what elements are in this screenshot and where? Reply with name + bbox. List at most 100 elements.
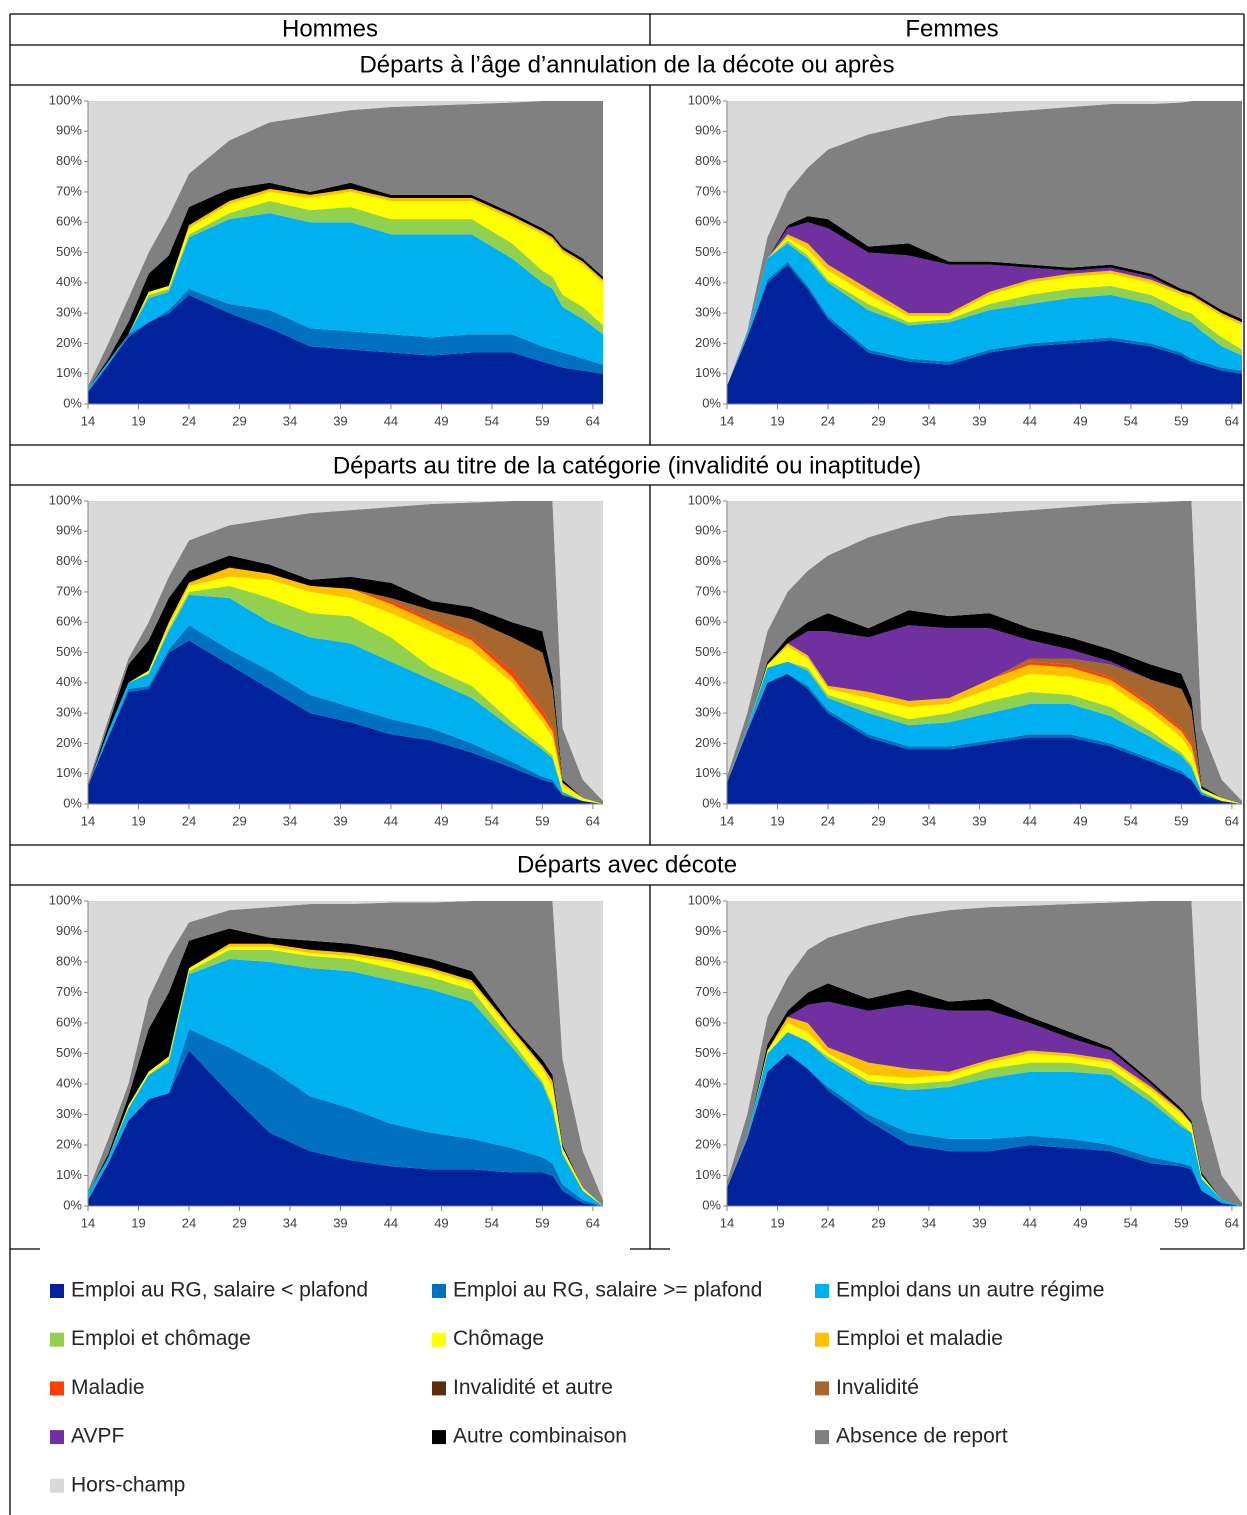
y-tick-label: 0%: [63, 1197, 82, 1212]
y-tick-label: 30%: [56, 705, 82, 720]
x-tick-label: 34: [283, 1215, 297, 1230]
y-tick-label: 30%: [695, 705, 721, 720]
y-tick-label: 10%: [56, 1167, 82, 1182]
x-tick-label: 59: [535, 1215, 549, 1230]
area: [88, 958, 603, 1206]
x-tick-label: 39: [333, 813, 347, 828]
x-tick-label: 59: [1174, 413, 1188, 428]
x-tick-label: 19: [131, 813, 145, 828]
y-tick-label: 0%: [63, 395, 82, 410]
area: [727, 222, 1242, 386]
area: [88, 101, 603, 389]
x-tick-label: 14: [81, 1215, 95, 1230]
x-tick-label: 14: [81, 413, 95, 428]
legend-label: Emploi et maladie: [836, 1327, 1003, 1350]
legend-label: Emploi au RG, salaire < plafond: [71, 1279, 368, 1302]
y-tick-label: 100%: [49, 892, 83, 907]
y-tick-label: 50%: [56, 1045, 82, 1060]
legend-label: Maladie: [71, 1376, 145, 1399]
legend-label: Absence de report: [836, 1425, 1008, 1448]
y-tick-label: 70%: [56, 583, 82, 598]
x-tick-label: 44: [1023, 413, 1037, 428]
y-tick-label: 20%: [695, 735, 721, 750]
x-tick-label: 59: [1174, 813, 1188, 828]
area: [727, 237, 1242, 386]
area: [727, 1016, 1242, 1206]
x-tick-label: 14: [81, 813, 95, 828]
y-tick-label: 20%: [56, 735, 82, 750]
area: [727, 501, 1242, 801]
x-tick-label: 39: [972, 1215, 986, 1230]
area: [727, 901, 1242, 1203]
legend-swatch: [50, 1284, 64, 1298]
x-tick-label: 54: [1124, 1215, 1138, 1230]
y-tick-label: 90%: [56, 923, 82, 938]
x-tick-label: 44: [384, 1215, 398, 1230]
area: [727, 1053, 1242, 1206]
row-title: Départs avec décote: [517, 851, 737, 878]
y-tick-label: 40%: [695, 1075, 721, 1090]
x-tick-label: 49: [434, 1215, 448, 1230]
x-tick-label: 19: [131, 1215, 145, 1230]
legend-swatch: [432, 1381, 446, 1396]
legend-label: Invalidité: [836, 1376, 919, 1399]
y-tick-label: 70%: [695, 183, 721, 198]
x-tick-label: 24: [821, 413, 835, 428]
x-tick-label: 29: [871, 813, 885, 828]
x-tick-label: 19: [131, 413, 145, 428]
x-tick-label: 49: [434, 413, 448, 428]
area: [88, 567, 603, 804]
column-header: Femmes: [905, 15, 998, 42]
x-tick-label: 24: [182, 813, 196, 828]
area: [727, 643, 1242, 804]
y-tick-label: 80%: [56, 553, 82, 568]
area: [88, 1050, 603, 1206]
x-tick-label: 34: [283, 813, 297, 828]
x-tick-label: 49: [1073, 813, 1087, 828]
row-title: Départs à l’âge d’annulation de la décot…: [359, 51, 894, 78]
y-tick-label: 0%: [63, 795, 82, 810]
x-tick-label: 34: [922, 1215, 936, 1230]
area: [88, 576, 603, 804]
area: [88, 594, 603, 804]
area: [727, 101, 1242, 386]
area: [727, 1032, 1242, 1206]
y-tick-label: 90%: [56, 123, 82, 138]
x-tick-label: 19: [770, 813, 784, 828]
column-header: Hommes: [282, 15, 378, 42]
x-tick-label: 29: [871, 413, 885, 428]
x-tick-label: 24: [182, 413, 196, 428]
area: [727, 1023, 1242, 1206]
y-tick-label: 50%: [695, 1045, 721, 1060]
y-tick-label: 30%: [695, 1106, 721, 1121]
y-tick-label: 30%: [56, 305, 82, 320]
area: [727, 501, 1242, 804]
area: [727, 243, 1242, 386]
x-tick-label: 64: [1225, 1215, 1239, 1230]
legend-label: Emploi et chômage: [71, 1327, 251, 1350]
chart: 0% 10% 20% 30% 40% 50% 60% 70% 80% 90% 100% 14 19 24 2…: [688, 92, 1242, 428]
legend-swatch: [50, 1381, 64, 1396]
chart: 0% 10% 20% 30% 40% 50% 60% 70% 80% 90% 100% 14 19 24 2…: [49, 492, 603, 828]
y-tick-label: 40%: [56, 674, 82, 689]
area: [88, 901, 603, 1206]
x-tick-label: 34: [283, 413, 297, 428]
y-tick-label: 100%: [49, 92, 83, 107]
y-tick-label: 20%: [695, 335, 721, 350]
x-tick-label: 64: [586, 413, 600, 428]
x-tick-label: 49: [434, 813, 448, 828]
y-tick-label: 40%: [695, 274, 721, 289]
y-tick-label: 0%: [702, 395, 721, 410]
x-tick-label: 59: [1174, 1215, 1188, 1230]
y-tick-label: 10%: [56, 765, 82, 780]
area: [727, 610, 1242, 804]
y-tick-label: 40%: [56, 274, 82, 289]
x-tick-label: 24: [182, 1215, 196, 1230]
area: [88, 101, 603, 386]
x-tick-label: 29: [232, 813, 246, 828]
y-tick-label: 30%: [695, 305, 721, 320]
area: [88, 501, 603, 801]
x-tick-label: 64: [586, 813, 600, 828]
area: [727, 646, 1242, 804]
